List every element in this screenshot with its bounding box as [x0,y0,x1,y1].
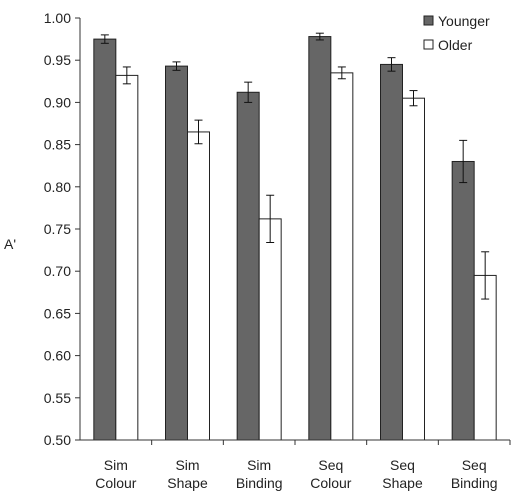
x-tick-label: Seq [318,457,343,473]
bar-older [115,74,139,441]
x-tick-label: Seq [462,457,487,473]
bar-younger [236,91,260,441]
legend-swatch-younger [423,15,434,26]
bar-older [473,274,497,441]
y-axis-label: A' [4,236,16,252]
x-tick-label: Seq [390,457,415,473]
y-tick-label: 0.50 [44,432,71,448]
bar-younger [451,160,475,441]
legend-label-younger: Younger [438,13,490,29]
bar-older [402,97,425,441]
bar-younger [93,38,117,441]
x-tick-label: Binding [236,475,283,491]
x-tick-label: Sim [175,457,199,473]
bar-younger [165,65,188,441]
y-tick-label: 0.75 [44,221,71,237]
y-tick-label: 0.60 [44,348,71,364]
bar-younger [380,63,403,441]
x-tick-label: Shape [382,475,423,491]
bar-older [330,72,354,441]
bar-younger [308,36,332,441]
x-tick-label: Colour [310,475,352,491]
y-tick-label: 0.70 [44,263,71,279]
legend-label-older: Older [438,37,473,53]
bar-older [187,131,210,441]
x-tick-label: Binding [451,475,498,491]
x-tick-label: Colour [95,475,137,491]
y-tick-label: 0.65 [44,305,71,321]
x-tick-label: Shape [167,475,208,491]
x-axis-labels: Sim Colour Sim Shape Sim Binding Seq Colour Seq S… [95,440,511,491]
y-tick-label: 0.55 [44,390,71,406]
error-bars [100,32,490,300]
y-axis-ticks: 0.50 0.55 0.60 0.65 0.70 0.75 0.80 0.85 0.90 0.95… [44,10,80,448]
legend: Younger Older [423,13,490,53]
y-tick-label: 0.90 [44,94,71,110]
y-tick-label: 0.95 [44,52,71,68]
x-tick-label: Sim [104,457,128,473]
y-tick-label: 0.80 [44,179,71,195]
bar-older [258,218,282,441]
y-tick-label: 0.85 [44,137,71,153]
legend-swatch-older [423,39,434,50]
bars [93,36,497,441]
x-tick-label: Sim [247,457,271,473]
y-tick-label: 1.00 [44,10,71,26]
